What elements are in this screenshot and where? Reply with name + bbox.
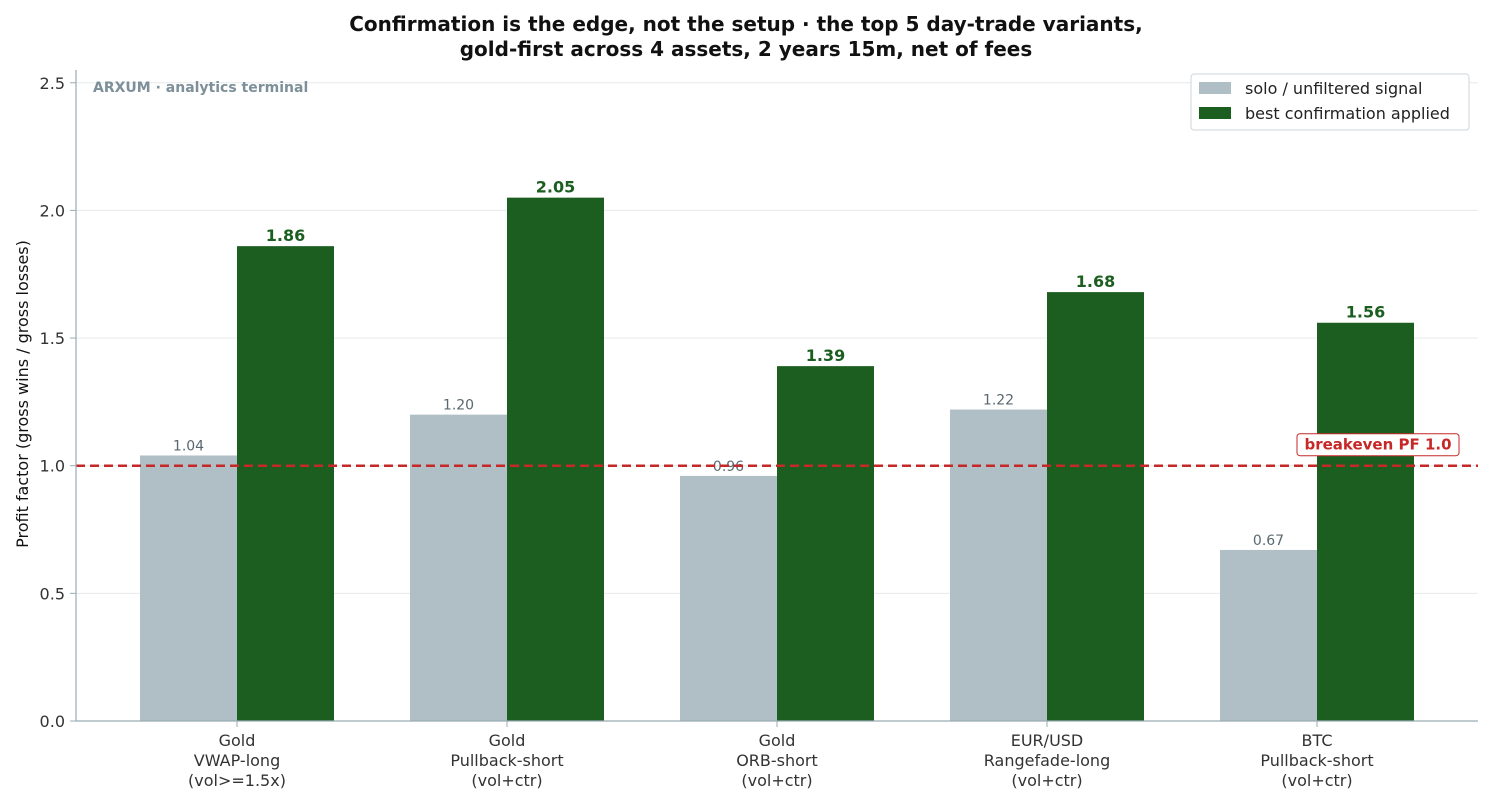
- y-tick-label: 0.0: [40, 712, 65, 731]
- x-tick-label: Pullback-short: [450, 751, 563, 770]
- y-tick-label: 1.0: [40, 457, 65, 476]
- bar-solo[interactable]: [140, 455, 237, 721]
- legend-label-confirmation: best confirmation applied: [1245, 104, 1450, 123]
- bars: [140, 197, 1414, 721]
- legend-box: [1190, 73, 1470, 131]
- bar-confirmation[interactable]: [237, 246, 334, 721]
- legend[interactable]: solo / unfiltered signal best confirmatio…: [1190, 73, 1470, 131]
- bar-solo[interactable]: [1220, 549, 1317, 721]
- x-axis-ticks: GoldVWAP-long(vol>=1.5x)GoldPullback-sho…: [188, 721, 1374, 790]
- bar-value-label-solo: 1.22: [983, 393, 1014, 409]
- x-tick-label: (vol+ctr): [1011, 771, 1082, 790]
- legend-swatch-confirmation: [1199, 107, 1231, 119]
- bar-confirmation[interactable]: [507, 197, 604, 721]
- x-tick-label: Pullback-short: [1260, 751, 1373, 770]
- chart-title-line2: gold-first across 4 assets, 2 years 15m,…: [459, 37, 1033, 61]
- breakeven-reference: breakeven PF 1.0: [76, 433, 1478, 467]
- watermark-text: ARXUM · analytics terminal: [93, 80, 308, 96]
- y-tick-label: 0.5: [40, 584, 65, 603]
- y-tick-label: 2.5: [40, 74, 65, 93]
- breakeven-label: breakeven PF 1.0: [1304, 436, 1451, 454]
- bar-solo[interactable]: [680, 475, 777, 721]
- x-tick-label: BTC: [1302, 731, 1333, 750]
- legend-label-solo: solo / unfiltered signal: [1245, 79, 1422, 98]
- y-tick-label: 1.5: [40, 329, 65, 348]
- y-axis-ticks: 0.0 0.5 1.0 1.5 2.0 2.5: [40, 74, 76, 731]
- x-tick-label: VWAP-long: [194, 751, 280, 770]
- bar-confirmation[interactable]: [777, 366, 874, 721]
- x-tick-label: ORB-short: [736, 751, 818, 770]
- bar-confirmation[interactable]: [1317, 322, 1414, 721]
- breakeven-label-box: [1296, 433, 1460, 457]
- bar-value-label-confirmation: 2.05: [536, 178, 575, 197]
- chart-title: Confirmation is the edge, not the setup …: [0, 12, 1492, 62]
- bar-value-label-confirmation: 1.68: [1076, 272, 1115, 291]
- bar-value-label-confirmation: 1.39: [806, 346, 845, 365]
- x-tick-label: (vol+ctr): [471, 771, 542, 790]
- x-tick-label: (vol>=1.5x): [188, 771, 286, 790]
- x-tick-label: (vol+ctr): [741, 771, 812, 790]
- bar-confirmation[interactable]: [1047, 292, 1144, 721]
- chart-title-line1: Confirmation is the edge, not the setup …: [349, 12, 1143, 36]
- bar-value-label-solo: 1.20: [443, 398, 474, 414]
- x-tick-label: Gold: [219, 731, 256, 750]
- y-tick-label: 2.0: [40, 201, 65, 220]
- legend-swatch-solo: [1199, 82, 1231, 94]
- bar-value-label-solo: 0.67: [1253, 533, 1284, 549]
- x-tick-label: Gold: [759, 731, 796, 750]
- x-tick-label: EUR/USD: [1011, 731, 1084, 750]
- x-tick-label: Rangefade-long: [984, 751, 1110, 770]
- bar-value-label-confirmation: 1.56: [1346, 303, 1385, 322]
- x-tick-label: (vol+ctr): [1281, 771, 1352, 790]
- bar-value-labels: 1.041.861.202.050.961.391.221.680.671.56: [173, 178, 1385, 549]
- y-axis-label: Profit factor (gross wins / gross losses…: [13, 240, 32, 548]
- bar-solo[interactable]: [950, 409, 1047, 721]
- bar-value-label-confirmation: 1.86: [266, 226, 305, 245]
- bar-value-label-solo: 1.04: [173, 438, 204, 454]
- bar-solo[interactable]: [410, 414, 507, 721]
- x-tick-label: Gold: [489, 731, 526, 750]
